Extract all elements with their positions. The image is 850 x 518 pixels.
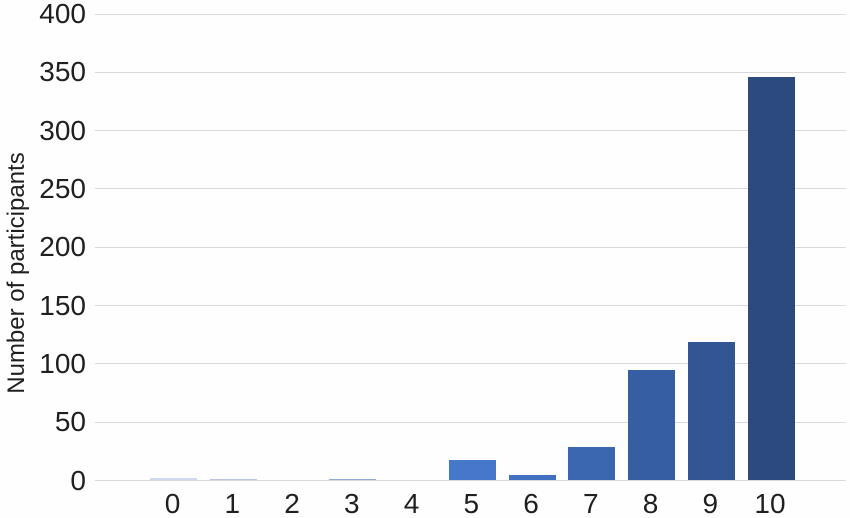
y-axis-title: Number of participants xyxy=(3,152,30,394)
x-tick-label: 3 xyxy=(343,488,360,518)
y-tick-label: 400 xyxy=(39,0,86,29)
x-tick-label: 0 xyxy=(164,488,181,518)
y-tick-label: 0 xyxy=(70,464,86,496)
x-tick-label: 2 xyxy=(284,488,300,518)
bar xyxy=(150,478,197,481)
bar xyxy=(628,369,675,481)
y-tick-label: 100 xyxy=(39,347,86,379)
gridline xyxy=(95,305,846,307)
y-tick-label: 300 xyxy=(39,114,86,146)
bar xyxy=(568,446,616,481)
bar xyxy=(508,474,556,481)
x-tick-label: 8 xyxy=(642,488,659,518)
y-tick-label: 200 xyxy=(39,231,86,263)
gridline xyxy=(95,188,846,190)
x-tick-label: 10 xyxy=(754,488,786,518)
x-tick-label: 7 xyxy=(582,488,599,518)
x-tick-label: 4 xyxy=(403,488,420,518)
bar xyxy=(687,341,735,481)
x-tick-label: 9 xyxy=(702,488,719,518)
bar xyxy=(209,479,257,481)
bar xyxy=(448,459,496,481)
x-tick-label: 6 xyxy=(523,488,539,518)
y-tick-label: 250 xyxy=(39,172,86,204)
gridline xyxy=(95,13,846,15)
bar xyxy=(329,479,377,481)
gridline xyxy=(95,246,846,248)
y-tick-label: 150 xyxy=(39,289,86,321)
x-tick-label: 1 xyxy=(224,488,241,518)
x-tick-label: 5 xyxy=(463,488,480,518)
y-tick-label: 50 xyxy=(54,406,86,438)
y-tick-label: 350 xyxy=(39,56,86,88)
gridline xyxy=(95,71,846,73)
bar xyxy=(747,76,795,481)
gridline xyxy=(95,130,846,132)
